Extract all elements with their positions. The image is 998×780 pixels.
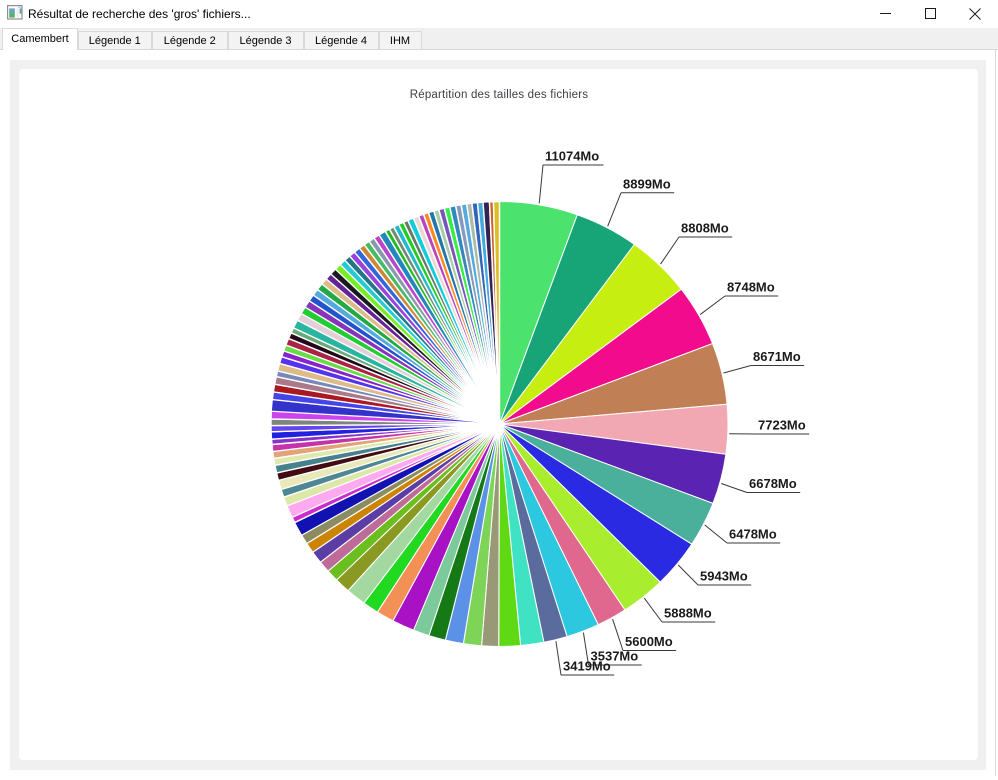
svg-text:8748Mo: 8748Mo [727, 280, 775, 295]
svg-text:8899Mo: 8899Mo [623, 176, 671, 191]
svg-text:6678Mo: 6678Mo [749, 476, 797, 491]
svg-text:7723Mo: 7723Mo [758, 418, 806, 433]
svg-text:8671Mo: 8671Mo [753, 349, 801, 364]
svg-text:3537Mo: 3537Mo [591, 649, 639, 664]
svg-text:5600Mo: 5600Mo [625, 634, 673, 649]
svg-text:6478Mo: 6478Mo [729, 527, 777, 542]
svg-text:5888Mo: 5888Mo [664, 606, 712, 621]
svg-text:8808Mo: 8808Mo [681, 221, 729, 236]
svg-text:5943Mo: 5943Mo [700, 569, 748, 584]
svg-text:11074Mo: 11074Mo [545, 149, 599, 164]
svg-text:3419Mo: 3419Mo [563, 659, 611, 674]
